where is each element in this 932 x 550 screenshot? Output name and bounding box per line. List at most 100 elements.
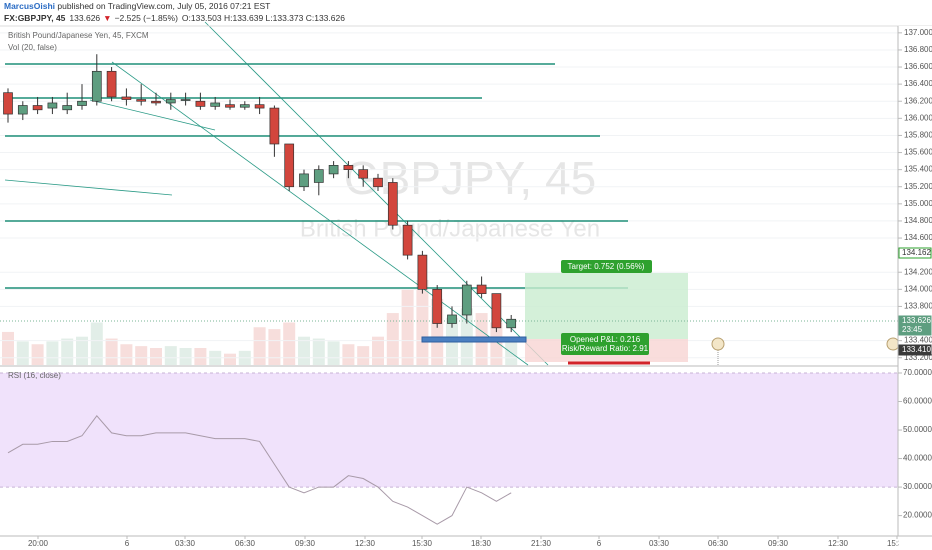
x-tick-label: 09:30 (768, 539, 789, 548)
y-tick-label: 134.000 (904, 284, 932, 293)
candle-body (432, 288, 443, 324)
axes: 133.200 133.400 133.800 134.000 134.200 134.6… (0, 26, 932, 550)
x-tick-label: 18:30 (471, 539, 492, 548)
volume-bar (105, 338, 118, 365)
event-flag (886, 337, 900, 351)
axis-corner (899, 537, 932, 550)
candle-body (77, 100, 87, 106)
rsi-pane (0, 372, 898, 525)
price-label: 133.626 (902, 316, 931, 325)
volume-bar (194, 348, 207, 365)
volume-bar (164, 346, 177, 365)
candle-body (165, 99, 176, 104)
candle-body (358, 169, 369, 179)
y-tick-label: 50.0000 (903, 425, 932, 434)
candle-body (17, 105, 28, 115)
pnl-label-box (561, 333, 649, 355)
trend-line (4, 179, 173, 196)
volume-bar (150, 348, 162, 365)
price-label-box (898, 324, 932, 336)
candle-body (254, 104, 265, 109)
volume-bar (16, 341, 29, 365)
candle-body (47, 102, 58, 109)
x-tick-label: 6 (125, 539, 130, 548)
volume-bar (120, 344, 133, 365)
volume-bar (90, 322, 103, 365)
candle-body (417, 254, 428, 290)
y-tick-label: 135.800 (904, 131, 932, 140)
candle-body (373, 177, 383, 188)
arrow: ▼ (103, 13, 111, 23)
candle-body (180, 99, 191, 101)
y-tick-label: 133.200 (904, 353, 932, 362)
last: 133.626 (69, 13, 100, 23)
target-label: Target: 0.752 (0.56%) (568, 262, 645, 271)
y-tick-label: 133.400 (904, 336, 932, 345)
candle-body (62, 105, 73, 111)
price-label-box (898, 344, 932, 356)
candle-body (239, 104, 250, 108)
x-tick-label: 21:30 (531, 539, 552, 548)
published: published on TradingView.com, July 05, 2… (55, 1, 270, 11)
x-tick-label: 12:30 (828, 539, 849, 548)
candle-body (91, 70, 102, 102)
pnl-label: Opened P&L: 0.216 (570, 335, 641, 344)
trend-line (111, 61, 529, 366)
candle-body (313, 169, 324, 183)
publish-line: MarcusOishi published on TradingView.com… (4, 1, 270, 11)
volume-bar (342, 344, 355, 365)
price-pane: Target: 0.752 (0.56%) Opened P&L: 0.216 … (0, 21, 900, 366)
candle-body (476, 284, 487, 294)
volume-bar (224, 353, 236, 365)
y-tick-label: 136.800 (904, 45, 932, 54)
candle-body (106, 70, 117, 98)
volume-bar (253, 327, 266, 365)
candle-body (387, 182, 398, 226)
volume-bar (490, 322, 503, 365)
x-tick-label: 03:30 (175, 539, 196, 548)
candle-body (136, 99, 147, 102)
candle-body (491, 293, 502, 329)
x-tick-label: 15:30 (887, 539, 908, 548)
candle-body (121, 96, 132, 100)
y-tick-label: 70.0000 (903, 368, 932, 377)
candle-body (151, 100, 161, 104)
pane-title: British Pound/Japanese Yen, 45, FXCM (8, 31, 149, 40)
candle-body (210, 102, 221, 107)
y-tick-label: 136.200 (904, 96, 932, 105)
change: −2.525 (−1.85%) (115, 13, 178, 23)
candle-body (447, 314, 457, 324)
entry-bar (421, 336, 527, 343)
candle-body (3, 92, 13, 115)
x-tick-label: 06:30 (235, 539, 256, 548)
rsi-title: RSI (16, close) (8, 371, 61, 380)
candle-body (225, 104, 235, 108)
rsi-band (0, 372, 898, 488)
volume-bar (312, 338, 325, 365)
volume-bar (135, 346, 148, 365)
candle-body (402, 224, 413, 256)
trend-line (204, 21, 549, 366)
y-tick-label: 20.0000 (903, 511, 932, 520)
x-tick-label: 6 (597, 539, 602, 548)
y-tick-label: 30.0000 (903, 482, 932, 491)
y-tick-label: 137.000 (904, 28, 932, 37)
target-zone (525, 273, 688, 339)
symbol: FX:GBPJPY, 45 (4, 13, 66, 23)
volume-bar (357, 346, 370, 365)
x-tick-label: 03:30 (649, 539, 670, 548)
volume-title: Vol (20, false) (8, 43, 57, 52)
x-tick-label: 09:30 (295, 539, 316, 548)
volume-bar (386, 313, 399, 365)
event-flag (711, 337, 725, 351)
price-label-box (898, 247, 932, 259)
author[interactable]: MarcusOishi (4, 1, 55, 11)
candle-body (461, 284, 472, 316)
y-tick-label: 135.200 (904, 182, 932, 191)
candle-body (269, 107, 280, 145)
rr-label: Risk/Reward Ratio: 2.91 (562, 344, 649, 353)
price-axis-bg (898, 26, 932, 550)
candle-body (506, 318, 517, 329)
y-tick-label: 135.600 (904, 148, 932, 157)
candle-body (328, 165, 339, 175)
